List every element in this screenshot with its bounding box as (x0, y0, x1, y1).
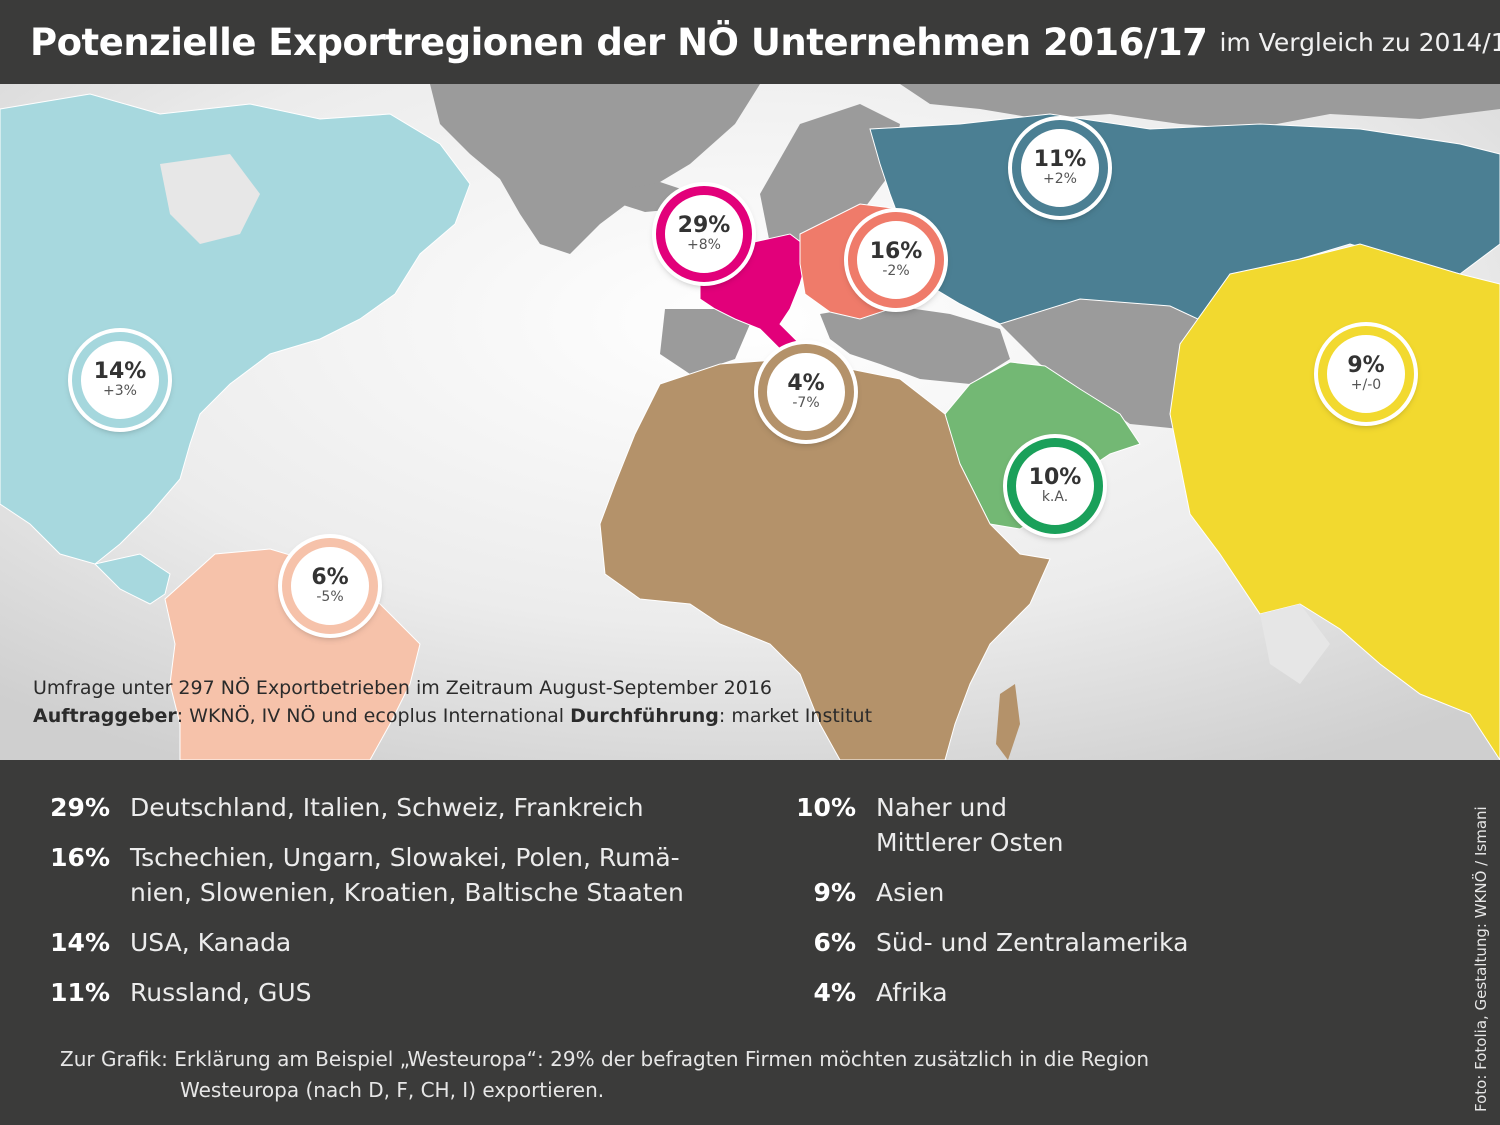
hudson-bay (160, 154, 260, 244)
legend-value: 9% (813, 878, 856, 907)
survey-info: Umfrage unter 297 NÖ Exportbetrieben im … (33, 674, 872, 730)
region-change: -5% (316, 589, 344, 606)
region-change: +2% (1043, 171, 1077, 188)
region-change: +3% (103, 383, 137, 400)
executor-text: : market Institut (718, 705, 873, 727)
legend-label: Deutschland, Italien, Schweiz, Frankreic… (130, 793, 644, 822)
region-bubble-nordamerika: 14% +3% (72, 332, 168, 428)
region-bubble-suedamerika: 6% -5% (282, 538, 378, 634)
region-percent: 16% (869, 239, 923, 265)
legend-label: Naher und (876, 793, 1008, 822)
region-percent: 14% (93, 359, 147, 385)
photo-credit: Foto: Fotolia, Gestaltung: WKNÖ / Ismani (1472, 806, 1490, 1112)
legend-label: Tschechien, Ungarn, Slowakei, Polen, Rum… (130, 843, 680, 872)
executor-label: Durchführung (570, 705, 719, 727)
client-label: Auftraggeber (33, 705, 177, 727)
page-title: Potenzielle Exportregionen der NÖ Untern… (30, 20, 1208, 64)
region-percent: 9% (1347, 353, 1385, 379)
client-text: : WKNÖ, IV NÖ und ecoplus International (176, 705, 571, 727)
page-subtitle: im Vergleich zu 2014/15 (1219, 27, 1500, 57)
survey-line-2: Auftraggeber: WKNÖ, IV NÖ und ecoplus In… (33, 702, 872, 730)
scandinavia-land (760, 104, 900, 254)
legend-label: Asien (876, 878, 945, 907)
legend-value: 16% (50, 843, 110, 872)
region-bubble-westeuropa: 29% +8% (656, 186, 752, 282)
map-canvas (0, 84, 1500, 760)
indian-ocean-gap (1260, 604, 1330, 684)
central-america-land (94, 553, 171, 605)
legend-label: nien, Slowenien, Kroatien, Baltische Sta… (130, 878, 684, 907)
region-percent: 10% (1028, 465, 1082, 491)
footnote-line-1: Zur Grafik: Erklärung am Beispiel „Weste… (60, 1047, 1150, 1071)
legend-label: Afrika (876, 978, 948, 1007)
legend-value: 6% (813, 928, 856, 957)
legend-label: Mittlerer Osten (876, 828, 1064, 857)
region-percent: 11% (1033, 147, 1087, 173)
region-percent: 4% (787, 371, 825, 397)
region-change: -7% (792, 395, 820, 412)
region-percent: 6% (311, 565, 349, 591)
region-percent: 29% (677, 213, 731, 239)
title-bar: Potenzielle Exportregionen der NÖ Untern… (0, 0, 1500, 84)
africa-land (599, 358, 1051, 760)
region-change: k.A. (1041, 489, 1069, 506)
survey-line-1: Umfrage unter 297 NÖ Exportbetrieben im … (33, 677, 773, 699)
region-change: -2% (882, 263, 910, 280)
legend-value: 10% (796, 793, 856, 822)
greenland-land (430, 84, 760, 254)
legend-label: USA, Kanada (130, 928, 292, 957)
legend-label: Süd- und Zentralamerika (876, 928, 1189, 957)
region-bubble-afrika: 4% -7% (758, 344, 854, 440)
balkans-turkey-land (820, 304, 1010, 384)
region-change: +/-0 (1350, 377, 1382, 394)
legend-label: Russland, GUS (130, 978, 312, 1007)
region-bubble-osteuropa: 16% -2% (848, 212, 944, 308)
legend-value: 29% (50, 793, 110, 822)
region-change: +8% (687, 237, 721, 254)
madagascar-land (996, 684, 1020, 760)
footnote: Zur Grafik: Erklärung am Beispiel „Weste… (60, 1044, 1149, 1106)
region-bubble-nahost: 10% k.A. (1007, 438, 1103, 534)
legend-value: 11% (50, 978, 110, 1007)
world-map: 29% +8% 16% -2% 14% +3% 11% +2% 10% k.A.… (0, 84, 1500, 760)
iberia-land (660, 309, 750, 374)
legend: 29% Deutschland, Italien, Schweiz, Frank… (0, 760, 1460, 1125)
asia-land (1169, 243, 1500, 760)
legend-value: 14% (50, 928, 110, 957)
footnote-line-2: Westeuropa (nach D, F, CH, I) exportiere… (180, 1078, 605, 1102)
region-bubble-asien: 9% +/-0 (1318, 326, 1414, 422)
region-bubble-russland: 11% +2% (1012, 120, 1108, 216)
legend-value: 4% (813, 978, 856, 1007)
